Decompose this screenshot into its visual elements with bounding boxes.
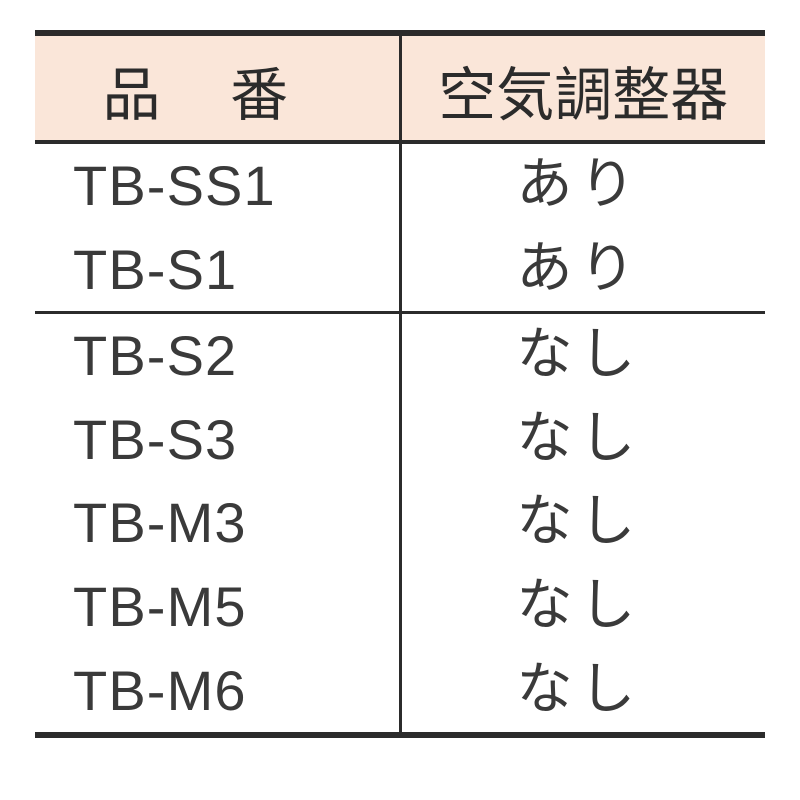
spec-table: 品番 空気調整器 TB-SS1ありTB-S1ありTB-S2なしTB-S3なしTB… — [35, 30, 765, 738]
table-row: TB-M5なし — [35, 565, 765, 649]
table-header-row: 品番 空気調整器 — [35, 33, 765, 142]
cell-regulator: あり — [400, 142, 765, 228]
table-row: TB-M6なし — [35, 649, 765, 736]
spec-table-container: 品番 空気調整器 TB-SS1ありTB-S1ありTB-S2なしTB-S3なしTB… — [35, 30, 765, 738]
table-row: TB-S2なし — [35, 313, 765, 398]
col-header-regulator: 空気調整器 — [400, 33, 765, 142]
cell-regulator: なし — [400, 398, 765, 482]
cell-code: TB-SS1 — [35, 142, 400, 228]
cell-code: TB-M5 — [35, 565, 400, 649]
table-row: TB-SS1あり — [35, 142, 765, 228]
cell-regulator: なし — [400, 313, 765, 398]
table-row: TB-S3なし — [35, 398, 765, 482]
cell-regulator: なし — [400, 481, 765, 565]
table-row: TB-S1あり — [35, 228, 765, 313]
cell-code: TB-S3 — [35, 398, 400, 482]
cell-code: TB-M6 — [35, 649, 400, 736]
cell-regulator: あり — [400, 228, 765, 313]
cell-code: TB-S1 — [35, 228, 400, 313]
table-body: TB-SS1ありTB-S1ありTB-S2なしTB-S3なしTB-M3なしTB-M… — [35, 142, 765, 735]
cell-regulator: なし — [400, 565, 765, 649]
cell-regulator: なし — [400, 649, 765, 736]
cell-code: TB-M3 — [35, 481, 400, 565]
table-row: TB-M3なし — [35, 481, 765, 565]
col-header-code: 品番 — [35, 33, 400, 142]
cell-code: TB-S2 — [35, 313, 400, 398]
